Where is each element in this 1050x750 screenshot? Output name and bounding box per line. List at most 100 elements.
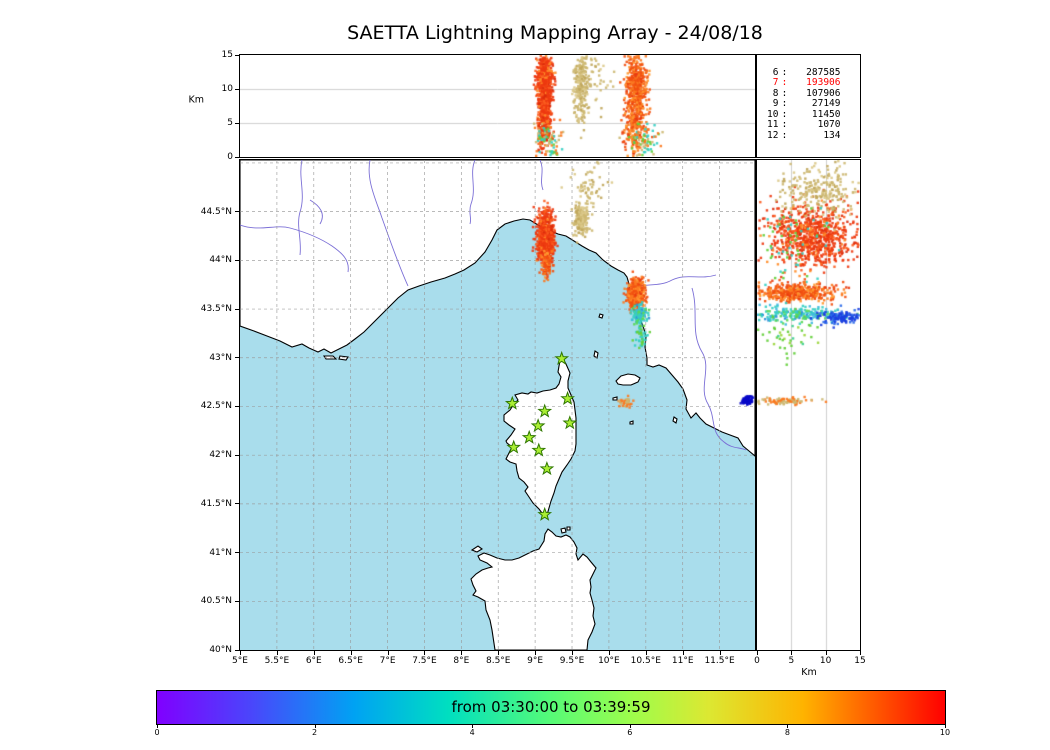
tick-label: 0 — [754, 656, 760, 666]
tick-mark — [235, 308, 239, 310]
right-panel-xlabel: Km — [801, 667, 817, 678]
station-star-marker — [559, 390, 575, 405]
tick-label: 2 — [312, 728, 318, 737]
map-panel — [238, 158, 756, 651]
map-source-scatter — [239, 159, 755, 650]
tick-mark — [629, 724, 631, 728]
tick-label: 44.5°N — [200, 206, 232, 217]
tick-mark — [791, 651, 793, 655]
tick-label: 42.5°N — [200, 401, 232, 412]
tick-label: 11.5°E — [704, 656, 735, 666]
tick-mark — [235, 88, 239, 90]
tick-mark — [472, 724, 474, 728]
tick-mark — [235, 357, 239, 359]
tick-label: 5 — [227, 118, 233, 128]
tick-mark — [235, 552, 239, 554]
tick-mark — [682, 651, 684, 655]
station-star-marker — [536, 403, 552, 418]
tick-mark — [276, 651, 278, 655]
tick-mark — [235, 259, 239, 261]
tick-label: 43.5°N — [200, 304, 232, 315]
tick-mark — [235, 600, 239, 602]
tick-mark — [387, 651, 389, 655]
tick-label: 4 — [469, 728, 475, 737]
tick-label: 10.5°E — [630, 656, 661, 666]
stats-row: 11:1070 — [767, 119, 841, 131]
tick-mark — [461, 651, 463, 655]
tick-mark — [757, 651, 758, 655]
tick-label: 40.5°N — [200, 596, 232, 607]
altitude-latitude-panel — [755, 158, 861, 651]
tick-label: 6°E — [305, 656, 322, 666]
altitude-longitude-panel — [238, 53, 756, 158]
tick-label: 5.5°E — [264, 656, 290, 666]
tick-label: 8°E — [453, 656, 470, 666]
tick-label: 9.5°E — [559, 656, 585, 666]
tick-label: 6 — [627, 728, 633, 737]
tick-mark — [235, 54, 239, 56]
tick-mark — [945, 724, 946, 728]
tick-mark — [313, 651, 315, 655]
altitude-latitude-scatter — [756, 159, 860, 650]
tick-mark — [860, 651, 861, 655]
tick-mark — [572, 651, 574, 655]
tick-mark — [235, 649, 239, 651]
tick-label: 15 — [221, 50, 233, 60]
tick-label: 15 — [854, 656, 866, 666]
tick-label: 10°E — [598, 656, 620, 666]
tick-label: 41.5°N — [200, 498, 232, 509]
tick-mark — [235, 454, 239, 456]
station-star-marker — [504, 395, 520, 410]
station-star-marker — [530, 417, 545, 432]
station-star-marker — [561, 414, 577, 429]
stats-row: 12:134 — [767, 130, 841, 142]
time-colorbar: from 03:30:00 to 03:39:59 — [156, 690, 946, 725]
tick-mark — [645, 651, 647, 655]
tick-label: 40°N — [209, 645, 232, 655]
tick-mark — [608, 651, 610, 655]
tick-label: 44°N — [209, 255, 232, 266]
tick-mark — [235, 122, 239, 124]
stats-row: 10:11450 — [767, 108, 841, 120]
tick-label: 42°N — [209, 450, 232, 461]
tick-mark — [240, 651, 241, 655]
figure-title: SAETTA Lightning Mapping Array - 24/08/1… — [347, 22, 763, 44]
top-panel-ylabel: Km — [188, 94, 204, 106]
station-star-marker — [505, 439, 521, 454]
tick-mark — [719, 651, 721, 655]
tick-mark — [157, 724, 158, 728]
tick-label: 5°E — [232, 656, 248, 666]
tick-label: 9°E — [527, 656, 544, 666]
tick-mark — [350, 651, 352, 655]
station-star-marker — [553, 350, 569, 365]
tick-label: 0 — [154, 728, 160, 737]
colorbar-gradient — [157, 691, 945, 724]
tick-label: 6.5°E — [338, 656, 363, 666]
station-count-stats-box: 6:287585 7:193906 8:107906 9:27149 10:11450 1… — [755, 53, 861, 158]
tick-label: 0 — [227, 152, 233, 162]
stats-row: 8:107906 — [772, 87, 841, 99]
colorbar-time-label: from 03:30:00 to 03:39:59 — [451, 698, 651, 716]
tick-label: 8 — [784, 728, 790, 737]
tick-label: 41°N — [209, 547, 232, 558]
tick-mark — [424, 651, 426, 655]
tick-label: 7.5°E — [412, 656, 437, 666]
tick-mark — [498, 651, 500, 655]
tick-label: 11°E — [671, 656, 694, 666]
station-star-marker — [530, 442, 546, 457]
stats-row: 9:27149 — [772, 98, 841, 110]
stats-row: 6:287585 — [772, 66, 841, 78]
tick-label: 10 — [819, 656, 832, 666]
tick-mark — [787, 724, 789, 728]
tick-label: 8.5°E — [485, 656, 511, 666]
tick-label: 10 — [221, 84, 233, 94]
tick-mark — [535, 651, 537, 655]
tick-label: 43°N — [209, 352, 232, 363]
tick-mark — [235, 405, 239, 407]
tick-mark — [825, 651, 827, 655]
stats-row: 7:193906 — [772, 77, 841, 89]
tick-label: 10 — [939, 728, 951, 737]
tick-mark — [235, 156, 239, 158]
tick-label: 7°E — [379, 656, 396, 666]
